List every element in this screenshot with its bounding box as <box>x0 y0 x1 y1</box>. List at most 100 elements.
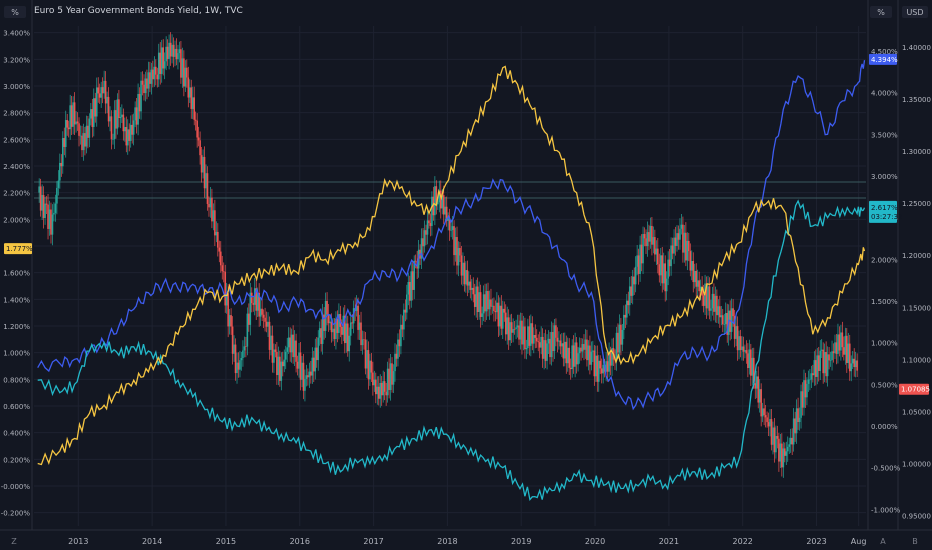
candle-body <box>283 359 286 367</box>
candle-body <box>825 351 827 377</box>
candle-body <box>699 286 702 292</box>
candle-body <box>317 337 320 361</box>
candle-body <box>528 326 531 346</box>
right-tick-label: 3.000% <box>871 173 898 181</box>
candle-body <box>163 61 166 69</box>
candle-body <box>205 173 207 189</box>
candle-body <box>82 133 85 151</box>
candle-body <box>468 281 470 286</box>
candle-body <box>385 391 387 396</box>
candle-body <box>410 271 413 301</box>
candle-body <box>658 264 661 276</box>
candle-body <box>820 349 823 351</box>
candle-body <box>104 80 107 104</box>
candle-body <box>383 381 386 392</box>
candle-body <box>507 317 510 341</box>
usd-tick-label: 1.35000 <box>902 96 931 104</box>
candle-body <box>488 299 491 310</box>
candle-body <box>735 326 737 339</box>
candle-body <box>346 323 349 352</box>
candle-body <box>721 315 724 325</box>
candle-body <box>685 232 687 261</box>
candle-body <box>626 300 628 318</box>
candle-body <box>78 123 80 136</box>
candle-body <box>847 343 850 363</box>
candle-body <box>531 323 534 344</box>
candle-body <box>299 352 302 380</box>
candle-body <box>178 49 181 54</box>
candle-body <box>543 340 545 359</box>
candle-body <box>242 350 244 359</box>
cyan-price-label-bg <box>869 200 897 223</box>
candle-body <box>118 99 120 118</box>
candle-body <box>838 334 841 351</box>
candle-body <box>618 324 621 353</box>
candle-body <box>287 337 290 348</box>
candle-body <box>627 300 630 306</box>
candle-body <box>779 443 782 462</box>
candle-body <box>515 327 517 330</box>
candle-body <box>258 293 260 317</box>
candle-body <box>413 260 415 290</box>
candle-body <box>243 346 246 351</box>
candle-body <box>121 114 123 117</box>
candle-body <box>496 302 498 313</box>
zoom-button[interactable]: Z <box>11 537 17 546</box>
candle-body <box>250 292 253 304</box>
candle-body <box>481 313 483 317</box>
candle-body <box>290 334 293 353</box>
candle-body <box>575 342 578 365</box>
right-tick-label: 4.500% <box>871 48 898 56</box>
candle-body <box>324 300 327 331</box>
candle-body <box>106 96 108 104</box>
candle-body <box>773 427 776 453</box>
candle-body <box>95 87 98 117</box>
candle-body <box>589 345 591 365</box>
left-tick-label: 1.000% <box>3 350 30 358</box>
candle-body <box>209 197 212 208</box>
candle-body <box>856 360 858 371</box>
left-unit-button[interactable] <box>4 6 26 18</box>
candle-body <box>478 292 480 312</box>
candle-body <box>293 340 296 358</box>
candle-body <box>819 350 822 371</box>
candle-body <box>803 380 805 408</box>
candle-body <box>450 229 452 231</box>
candle-body <box>716 295 718 316</box>
candle-body <box>214 210 216 236</box>
line-series <box>37 60 866 502</box>
currency-button[interactable] <box>902 6 928 18</box>
candle-body <box>516 325 519 328</box>
candle-body <box>408 282 411 301</box>
candle-body <box>386 368 389 396</box>
auto-scale-button[interactable]: A <box>880 537 886 546</box>
right-unit-button[interactable] <box>870 6 892 18</box>
candle-body <box>355 305 358 311</box>
x-tick-label: 2023 <box>806 537 826 546</box>
candle-body <box>813 360 816 376</box>
candle-body <box>741 346 743 351</box>
candle-body <box>521 320 523 345</box>
candle-body <box>375 379 377 395</box>
candle-body <box>100 87 102 98</box>
candle-body <box>835 342 838 354</box>
series-line-cyan <box>37 199 866 502</box>
candle-body <box>364 339 367 369</box>
log-scale-button[interactable]: B <box>912 537 918 546</box>
candle-body <box>472 287 475 295</box>
candle-body <box>208 203 210 208</box>
x-tick-label: 2018 <box>437 537 457 546</box>
candles-series <box>38 32 858 478</box>
candle-body <box>615 332 618 361</box>
candle-body <box>599 360 602 369</box>
candle-body <box>81 135 83 151</box>
candle-body <box>333 328 336 340</box>
candle-body <box>327 314 330 324</box>
candle-body <box>403 309 405 330</box>
candle-body <box>156 74 159 80</box>
candle-body <box>388 368 390 390</box>
candle-body <box>553 325 556 352</box>
candle-body <box>475 286 478 307</box>
candle-body <box>630 286 633 296</box>
